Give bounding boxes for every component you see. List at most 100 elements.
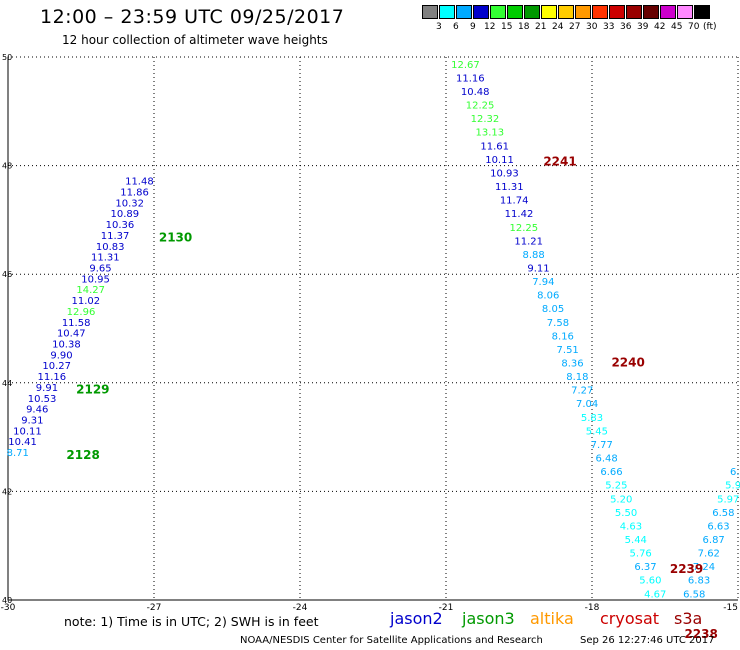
y-tick-label: 50 [2, 53, 12, 62]
color-swatch [490, 5, 506, 19]
wave-height-point: 12.25 [510, 223, 539, 234]
chart-subtitle: 12 hour collection of altimeter wave hei… [62, 33, 328, 47]
wave-height-point: 5.20 [610, 494, 632, 505]
color-swatch [660, 5, 676, 19]
color-swatch [473, 5, 489, 19]
pass-time-label: 2238 [684, 627, 717, 641]
wave-height-point: 11.31 [495, 182, 524, 193]
y-tick-label: 42 [2, 487, 12, 496]
wave-height-point: 7.24 [693, 562, 715, 573]
wave-height-point: 11.86 [120, 187, 149, 198]
x-tick-label: -27 [147, 603, 162, 613]
pass-time-label: 2130 [159, 231, 192, 245]
color-swatch [694, 5, 710, 19]
wave-height-point: 7.58 [547, 318, 569, 329]
x-tick-label: -24 [293, 603, 308, 613]
wave-height-point: 8.71 [7, 448, 29, 459]
wave-height-point: 12.67 [451, 60, 480, 71]
wave-height-point: 11.74 [500, 196, 529, 207]
wave-height-point: 7.04 [576, 399, 598, 410]
wave-height-point: 8.16 [552, 331, 574, 342]
color-swatch [439, 5, 455, 19]
wave-height-point: 10.27 [42, 361, 71, 372]
legend-jason2: jason2 [390, 609, 443, 628]
wave-height-point: 10.93 [490, 168, 519, 179]
wave-height-point: 8.36 [561, 359, 583, 370]
chart-title: 12:00 – 23:59 UTC 09/25/2017 [40, 6, 345, 28]
y-tick-label: 44 [2, 379, 12, 388]
color-swatch-label: 6 [453, 22, 459, 32]
color-swatch [677, 5, 693, 19]
wave-height-point: 6.4 [730, 467, 740, 478]
color-swatch [524, 5, 540, 19]
wave-height-point: 5.76 [630, 549, 652, 560]
wave-height-point: 9.46 [26, 405, 48, 416]
legend-jason3: jason3 [462, 609, 515, 628]
wave-height-point: 8.18 [566, 372, 588, 383]
x-tick-label: -15 [723, 603, 738, 613]
color-swatch-label: 45 [671, 22, 683, 32]
color-swatch [609, 5, 625, 19]
wave-height-point: 9.90 [50, 350, 72, 361]
wave-height-point: 6.58 [683, 589, 705, 600]
color-swatch-label: 33 [603, 22, 615, 32]
wave-height-point: 10.32 [115, 198, 144, 209]
wave-height-point: 11.61 [480, 141, 509, 152]
wave-height-point: 5.44 [625, 535, 647, 546]
credit-text: NOAA/NESDIS Center for Satellite Applica… [240, 635, 543, 646]
wave-height-point: 10.48 [461, 87, 490, 98]
wave-height-point: 6.37 [634, 562, 656, 573]
wave-height-point: 11.16 [456, 73, 485, 84]
wave-height-point: 5.83 [581, 413, 603, 424]
color-swatch [575, 5, 591, 19]
wave-height-point: 7.62 [698, 549, 720, 560]
wave-height-point: 9.91 [36, 383, 58, 394]
wave-height-point: 6.83 [688, 576, 710, 587]
color-swatch-label: 9 [470, 22, 476, 32]
color-swatch-label: 15 [501, 22, 513, 32]
pass-time-label: 2240 [611, 356, 644, 370]
color-swatch-label: 39 [637, 22, 649, 32]
wave-height-point: 7.94 [532, 277, 554, 288]
wave-height-point: 11.21 [514, 236, 543, 247]
x-tick-label: -30 [1, 603, 16, 613]
pass-time-label: 2128 [66, 448, 99, 462]
color-swatch [592, 5, 608, 19]
wave-height-point: 8.06 [537, 291, 559, 302]
wave-height-point: 10.36 [106, 220, 135, 231]
color-swatch [456, 5, 472, 19]
color-swatch [541, 5, 557, 19]
wave-height-point: 6.66 [600, 467, 622, 478]
wave-height-point: 6.63 [707, 521, 729, 532]
wave-height-point: 14.27 [76, 285, 105, 296]
wave-height-point: 11.42 [505, 209, 534, 220]
wave-height-point: 6.48 [595, 454, 617, 465]
color-swatch-label: 12 [484, 22, 496, 32]
wave-height-point: 10.89 [110, 209, 139, 220]
wave-height-point: 7.51 [557, 345, 579, 356]
y-tick-label: 40 [2, 596, 12, 605]
wave-height-point: 9.65 [89, 263, 111, 274]
wave-height-point: 5.9 [725, 481, 740, 492]
y-tick-label: 48 [2, 162, 12, 171]
wave-height-point: 8.88 [522, 250, 544, 261]
color-swatch-label: 27 [569, 22, 581, 32]
wave-height-point: 11.48 [125, 177, 154, 188]
wave-height-point: 12.96 [67, 307, 96, 318]
legend-s3a: s3a [674, 609, 703, 628]
legend-altika: altika [530, 609, 574, 628]
unit-label: (ft) [703, 22, 717, 32]
wave-height-point: 6.58 [712, 508, 734, 519]
color-swatch-label: 36 [620, 22, 632, 32]
color-swatch [422, 5, 438, 19]
pass-time-label: 2129 [76, 383, 109, 397]
y-tick-label: 46 [2, 270, 12, 279]
wave-height-point: 10.41 [8, 437, 37, 448]
color-swatch-label: 30 [586, 22, 598, 32]
pass-time-label: 2239 [670, 562, 703, 576]
color-swatch [558, 5, 574, 19]
wave-height-point: 4.67 [644, 589, 666, 600]
wave-height-point: 4.63 [620, 521, 642, 532]
wave-height-point: 11.37 [101, 231, 130, 242]
